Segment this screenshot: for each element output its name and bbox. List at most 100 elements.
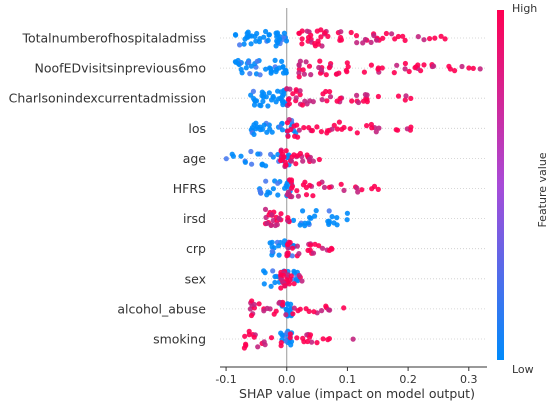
shap-dot bbox=[286, 101, 292, 107]
feature-label: HFRS bbox=[173, 181, 206, 196]
shap-dot bbox=[326, 208, 332, 214]
shap-dot bbox=[402, 37, 408, 44]
shap-dot bbox=[350, 336, 356, 342]
shap-dot bbox=[272, 279, 278, 286]
shap-dot bbox=[255, 344, 261, 350]
shap-dot bbox=[379, 65, 385, 71]
shap-dot bbox=[327, 94, 334, 100]
shap-dot bbox=[264, 129, 270, 135]
x-axis-title: SHAP value (impact on model output) bbox=[239, 386, 475, 401]
shap-dot bbox=[353, 33, 360, 39]
x-tick-label: 0.0 bbox=[278, 373, 296, 386]
shap-dot bbox=[278, 89, 284, 95]
shap-dot bbox=[315, 41, 321, 47]
shap-dot bbox=[268, 151, 274, 157]
shap-dot bbox=[251, 131, 257, 137]
colorbar: High Low Feature value bbox=[497, 2, 549, 376]
feature-label: NoofEDvisitsinprevious6mo bbox=[35, 61, 206, 76]
shap-dot bbox=[299, 36, 305, 42]
shap-dot bbox=[306, 125, 312, 131]
feature-label: smoking bbox=[153, 332, 206, 347]
shap-dot bbox=[341, 305, 347, 311]
shap-dot bbox=[280, 302, 286, 308]
shap-dot bbox=[369, 125, 375, 131]
shap-dot bbox=[288, 158, 295, 164]
shap-dot bbox=[248, 312, 255, 319]
shap-dot bbox=[291, 305, 297, 311]
shap-dot bbox=[270, 268, 276, 274]
shap-dot bbox=[246, 332, 252, 338]
shap-dot bbox=[279, 157, 285, 163]
shap-dot bbox=[285, 250, 291, 256]
shap-dot bbox=[237, 42, 243, 48]
shap-dot bbox=[375, 93, 381, 100]
shap-dot bbox=[297, 150, 303, 157]
shap-dot bbox=[278, 285, 284, 291]
shap-dot bbox=[349, 98, 355, 104]
shap-dot bbox=[289, 245, 296, 251]
shap-dot bbox=[338, 29, 344, 35]
shap-dot bbox=[395, 127, 401, 133]
shap-dot bbox=[261, 34, 267, 40]
shap-dot bbox=[309, 128, 315, 134]
shap-dot bbox=[329, 214, 335, 220]
shap-dot bbox=[260, 98, 266, 104]
shap-dot bbox=[415, 62, 421, 68]
shap-dot bbox=[432, 35, 438, 41]
shap-dot bbox=[312, 213, 318, 219]
shap-dot bbox=[257, 72, 263, 78]
shap-dot bbox=[364, 99, 370, 105]
shap-dot bbox=[251, 334, 257, 340]
shap-dot bbox=[248, 92, 254, 98]
shap-dots bbox=[223, 27, 483, 351]
shap-dot bbox=[326, 247, 333, 253]
shap-dot bbox=[470, 65, 476, 71]
shap-dot bbox=[239, 70, 245, 76]
shap-dot bbox=[294, 188, 300, 194]
shap-dot bbox=[287, 331, 293, 337]
shap-dot bbox=[296, 127, 302, 133]
shap-dot bbox=[305, 247, 311, 253]
shap-dot bbox=[279, 93, 286, 99]
feature-label: sex bbox=[185, 271, 206, 286]
shap-dot bbox=[326, 184, 332, 190]
shap-dot bbox=[402, 97, 408, 103]
feature-label: Totalnumberofhospitaladmiss bbox=[21, 31, 206, 46]
shap-dot bbox=[283, 312, 289, 318]
shap-dot bbox=[269, 248, 275, 254]
shap-dot bbox=[262, 270, 268, 276]
feature-label: los bbox=[188, 121, 206, 136]
shap-dot bbox=[325, 33, 331, 40]
shap-dot bbox=[281, 30, 287, 36]
shap-dot bbox=[307, 242, 314, 248]
shap-dot bbox=[238, 153, 244, 159]
shap-dot bbox=[331, 220, 337, 226]
shap-dot bbox=[323, 72, 329, 78]
shap-dot bbox=[291, 281, 297, 287]
shap-dot bbox=[361, 69, 367, 75]
shap-dot bbox=[285, 128, 291, 134]
shap-dot bbox=[261, 281, 267, 287]
shap-dot bbox=[267, 306, 273, 312]
shap-dot bbox=[297, 88, 303, 94]
shap-dot bbox=[355, 189, 361, 195]
shap-dot bbox=[306, 63, 313, 69]
x-axis-ticks: -0.1 0.0 0.1 0.2 0.3 bbox=[215, 367, 478, 386]
shap-dot bbox=[375, 66, 381, 72]
shap-dot bbox=[275, 192, 281, 198]
shap-dot bbox=[268, 335, 275, 341]
shap-dot bbox=[295, 308, 301, 314]
shap-dot bbox=[287, 335, 293, 341]
shap-dot bbox=[289, 185, 295, 191]
shap-dot bbox=[371, 32, 377, 39]
shap-dot bbox=[316, 243, 322, 249]
shap-dot bbox=[268, 70, 274, 76]
shap-dot bbox=[289, 253, 295, 259]
shap-dot bbox=[348, 29, 354, 36]
shap-dot bbox=[267, 240, 273, 246]
shap-dot bbox=[329, 126, 335, 132]
shap-dot bbox=[273, 69, 279, 75]
shap-dot bbox=[383, 30, 389, 37]
shap-dot bbox=[338, 181, 344, 187]
shap-dot bbox=[284, 120, 290, 126]
